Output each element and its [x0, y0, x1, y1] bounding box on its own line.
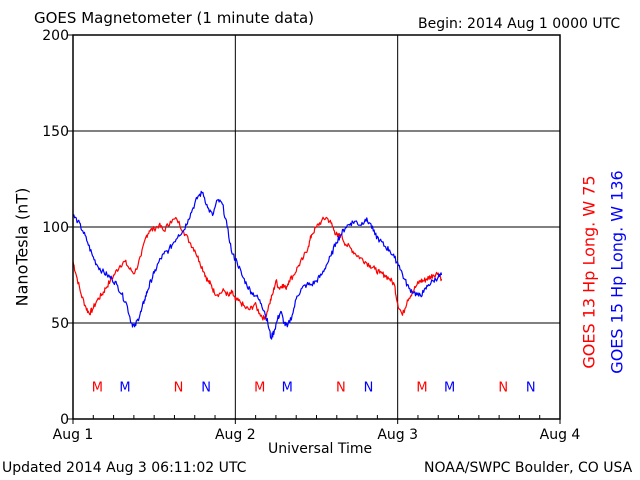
event-marker: M [444, 380, 455, 395]
footer-source: NOAA/SWPC Boulder, CO USA [424, 460, 633, 476]
event-marker: M [416, 380, 427, 395]
legend-series-2: GOES 15 Hp Long. W 136 [607, 170, 627, 374]
event-marker: N [498, 380, 508, 395]
begin-label: Begin: 2014 Aug 1 0000 UTC [418, 16, 621, 32]
x-tick-label: Aug 1 [53, 427, 94, 443]
footer-updated: Updated 2014 Aug 3 06:11:02 UTC [2, 460, 247, 476]
x-tick-label: Aug 2 [215, 427, 256, 443]
event-marker: M [119, 380, 130, 395]
y-tick-label: 100 [42, 220, 69, 236]
event-marker: N [526, 380, 536, 395]
event-marker: M [254, 380, 265, 395]
series-line-1 [72, 216, 443, 321]
y-axis-ticks: 0 50 100 150 200 [42, 28, 73, 428]
x-tick-label: Aug 3 [377, 427, 418, 443]
event-marker: N [174, 380, 184, 395]
event-marker: N [201, 380, 211, 395]
y-axis-label: NanoTesla (nT) [12, 187, 32, 307]
series-lines [72, 190, 443, 340]
x-tick-label: Aug 4 [540, 427, 581, 443]
series-line-2 [72, 190, 443, 340]
y-tick-label: 200 [42, 28, 69, 44]
y-tick-label: 50 [51, 316, 69, 332]
y-tick-label: 150 [42, 124, 69, 140]
x-axis-ticks: Aug 1 Aug 2 Aug 3 Aug 4 [53, 415, 581, 443]
chart-title: GOES Magnetometer (1 minute data) [34, 9, 315, 27]
event-marker: N [336, 380, 346, 395]
event-marker: N [364, 380, 374, 395]
event-marker: M [92, 380, 103, 395]
event-marker: M [282, 380, 293, 395]
legend-series-1: GOES 13 Hp Long. W 75 [579, 175, 599, 369]
x-axis-label: Universal Time [268, 441, 373, 457]
y-tick-label: 0 [60, 412, 69, 428]
